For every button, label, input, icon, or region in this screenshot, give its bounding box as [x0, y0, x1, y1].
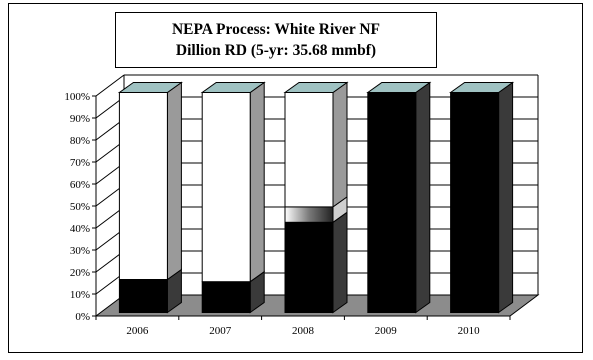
bar-top-face	[366, 82, 432, 93]
chart-title-box: NEPA Process: White River NF Dillion RD …	[115, 12, 437, 68]
bar-segment	[284, 221, 334, 313]
y-tick-label: 70%	[70, 157, 90, 169]
bar-side-face	[332, 211, 348, 314]
bar-segment	[201, 92, 251, 283]
gridline-side	[95, 74, 125, 97]
bar-side-face	[332, 81, 348, 208]
y-tick-label: 0%	[75, 311, 90, 323]
bars-layer	[117, 81, 515, 314]
bar-segment	[201, 281, 251, 314]
y-tick-label: 50%	[70, 201, 90, 213]
bar-top-face	[200, 82, 266, 93]
x-tick-label: 2008	[292, 325, 315, 337]
bar-segment	[118, 92, 168, 280]
y-tick-label: 90%	[70, 113, 90, 125]
x-tick-label: 2007	[209, 325, 232, 337]
y-tick-label: 40%	[70, 223, 90, 235]
y-tick-label: 20%	[70, 267, 90, 279]
x-tick-label: 2009	[375, 325, 398, 337]
bar-segment	[118, 279, 168, 313]
bar-segment	[367, 92, 417, 313]
axis-layer: 0% 10% 20% 30% 40% 50% 60% 70% 80% 90% 100% 2006 200…	[64, 91, 511, 337]
x-tick-label: 2006	[126, 325, 149, 337]
bar-top-face	[283, 82, 349, 93]
y-tick-label: 30%	[70, 245, 90, 257]
bar-side-face	[166, 81, 182, 281]
bar-segment	[284, 206, 334, 223]
chart-title: NEPA Process: White River NF	[171, 21, 381, 38]
x-tick-label: 2010	[458, 325, 481, 337]
y-tick-label: 80%	[70, 135, 90, 147]
bar-segment	[450, 92, 500, 313]
bar-side-face	[498, 81, 514, 314]
y-tick-label: 100%	[64, 91, 90, 103]
y-tick-label: 60%	[70, 179, 90, 191]
bar-segment	[284, 92, 334, 208]
bar-top-face	[117, 82, 183, 93]
chart-subtitle: Dillion RD (5-yr: 35.68 mmbf)	[175, 42, 377, 59]
bar-side-face	[415, 81, 431, 314]
bar-top-face	[449, 82, 515, 93]
bar-side-face	[249, 81, 265, 283]
y-tick-label: 10%	[70, 289, 90, 301]
